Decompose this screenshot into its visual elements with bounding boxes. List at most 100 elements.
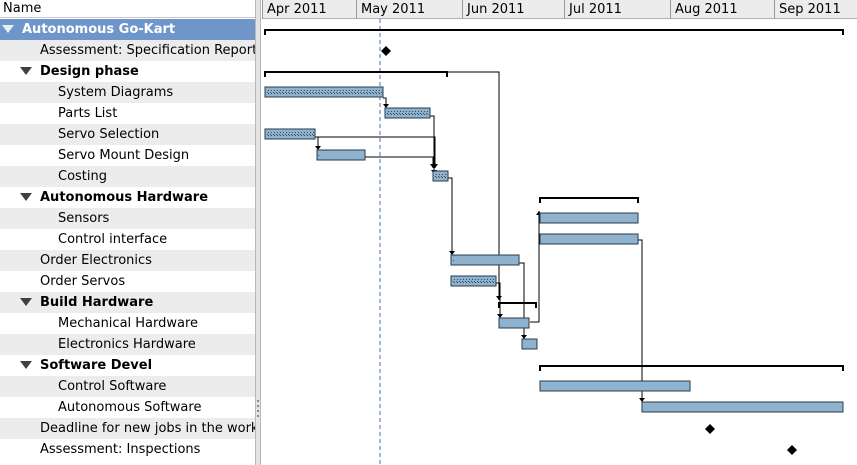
progress-fill[interactable] (266, 90, 382, 94)
task-name: Autonomous Hardware (40, 190, 209, 205)
task-name: Servo Mount Design (58, 148, 190, 163)
progress-fill[interactable] (434, 174, 447, 178)
month-label: Sep 2011 (774, 0, 857, 19)
task-row[interactable]: Autonomous Hardware (0, 187, 255, 208)
gantt-canvas (264, 19, 844, 465)
pane-splitter[interactable] (255, 0, 261, 465)
collapse-triangle-icon[interactable] (2, 25, 14, 33)
dependency-line (448, 177, 453, 255)
task-row[interactable]: Order Servos (0, 271, 255, 292)
dependency-line (519, 262, 525, 339)
task-row[interactable]: Autonomous Software (0, 397, 255, 418)
splitter-grip (257, 405, 259, 407)
task-row[interactable]: Assessment: Specification Report (0, 40, 255, 61)
arrowhead-icon[interactable] (315, 146, 321, 150)
task-bar[interactable] (539, 233, 639, 245)
task-row[interactable]: Build Hardware (0, 292, 255, 313)
summary-bar (539, 365, 844, 371)
dependency-line (447, 71, 500, 300)
collapse-triangle-icon[interactable] (20, 193, 32, 201)
task-bar[interactable] (450, 254, 520, 266)
collapse-triangle-icon[interactable] (20, 67, 32, 75)
month-label: Apr 2011 (262, 0, 356, 19)
task-name: Electronics Hardware (58, 337, 196, 352)
task-row[interactable]: Costing (0, 166, 255, 187)
task-name: Order Electronics (40, 253, 152, 268)
task-bar[interactable] (539, 212, 639, 224)
task-row[interactable]: Order Electronics (0, 250, 255, 271)
name-column-header[interactable]: Name (0, 0, 255, 18)
task-name: Servo Selection (58, 127, 160, 142)
dependency-line (365, 156, 434, 168)
task-bar[interactable] (641, 401, 844, 413)
progress-fill[interactable] (266, 132, 314, 136)
task-name: Autonomous Go-Kart (22, 22, 176, 37)
task-row[interactable]: Electronics Hardware (0, 334, 255, 355)
task-row[interactable]: Servo Mount Design (0, 145, 255, 166)
splitter-grip (257, 410, 259, 412)
summary-bar (498, 302, 537, 308)
task-bar[interactable] (521, 338, 538, 350)
task-row[interactable]: Control interface (0, 229, 255, 250)
arrowhead-icon[interactable] (430, 164, 436, 168)
task-row[interactable]: Control Software (0, 376, 255, 397)
arrowhead-icon[interactable] (449, 251, 455, 255)
task-row[interactable]: Software Devel (0, 355, 255, 376)
task-row[interactable]: Deadline for new jobs in the works (0, 418, 255, 439)
summary-bar (539, 197, 639, 203)
milestone-diamond[interactable] (787, 445, 797, 455)
arrowhead-icon[interactable] (521, 335, 527, 339)
arrowhead-icon[interactable] (496, 296, 502, 300)
collapse-triangle-icon[interactable] (20, 298, 32, 306)
task-bar[interactable] (539, 380, 691, 392)
progress-fill[interactable] (452, 279, 495, 283)
task-name: Assessment: Inspections (40, 442, 201, 457)
task-row[interactable]: Assessment: Inspections (0, 439, 255, 460)
milestone-diamond[interactable] (705, 424, 715, 434)
arrowhead-icon[interactable] (497, 314, 503, 318)
task-name: Assessment: Specification Report (40, 43, 255, 58)
dependency-line (315, 136, 436, 168)
dependency-line (530, 211, 540, 323)
month-label: Jul 2011 (564, 0, 670, 19)
task-row[interactable]: Parts List (0, 103, 255, 124)
task-bar[interactable] (316, 149, 366, 161)
splitter-grip (257, 415, 259, 417)
task-name: Parts List (58, 106, 118, 121)
task-row[interactable]: Autonomous Go-Kart (0, 19, 255, 40)
task-name: Order Servos (40, 274, 126, 289)
dependency-line (638, 239, 643, 402)
task-name: Autonomous Software (58, 400, 202, 415)
progress-fill[interactable] (386, 111, 429, 115)
summary-bar (264, 71, 448, 77)
task-name: Costing (58, 169, 108, 184)
task-row[interactable]: System Diagrams (0, 82, 255, 103)
task-name: Deadline for new jobs in the works (40, 421, 255, 436)
timeline-header: Apr 2011 May 2011 Jun 2011 Jul 2011 Aug … (262, 0, 857, 19)
task-row[interactable]: Servo Selection (0, 124, 255, 145)
task-name: Control interface (58, 232, 168, 247)
task-tree: Name Autonomous Go-Kart Assessment: Speci… (0, 0, 255, 465)
arrowhead-icon[interactable] (383, 104, 389, 108)
task-name: Control Software (58, 379, 167, 394)
task-bar[interactable] (498, 317, 530, 329)
task-row[interactable]: Design phase (0, 61, 255, 82)
task-row[interactable]: Mechanical Hardware (0, 313, 255, 334)
month-label: May 2011 (356, 0, 462, 19)
task-name: Mechanical Hardware (58, 316, 199, 331)
task-name: Sensors (58, 211, 110, 226)
task-name: Build Hardware (40, 295, 154, 310)
dependency-line (430, 115, 435, 174)
gantt-chart[interactable]: Apr 2011 May 2011 Jun 2011 Jul 2011 Aug … (262, 0, 857, 465)
task-name: System Diagrams (58, 85, 174, 100)
task-row[interactable]: Sensors (0, 208, 255, 229)
arrowhead-icon[interactable] (639, 398, 645, 402)
task-name: Software Devel (40, 358, 153, 373)
milestone-diamond[interactable] (381, 46, 391, 56)
splitter-grip (257, 400, 259, 402)
progress-fill[interactable] (318, 153, 319, 157)
collapse-triangle-icon[interactable] (20, 361, 32, 369)
task-name: Design phase (40, 64, 139, 79)
summary-bar (264, 29, 844, 35)
progress-fill[interactable] (452, 258, 454, 262)
